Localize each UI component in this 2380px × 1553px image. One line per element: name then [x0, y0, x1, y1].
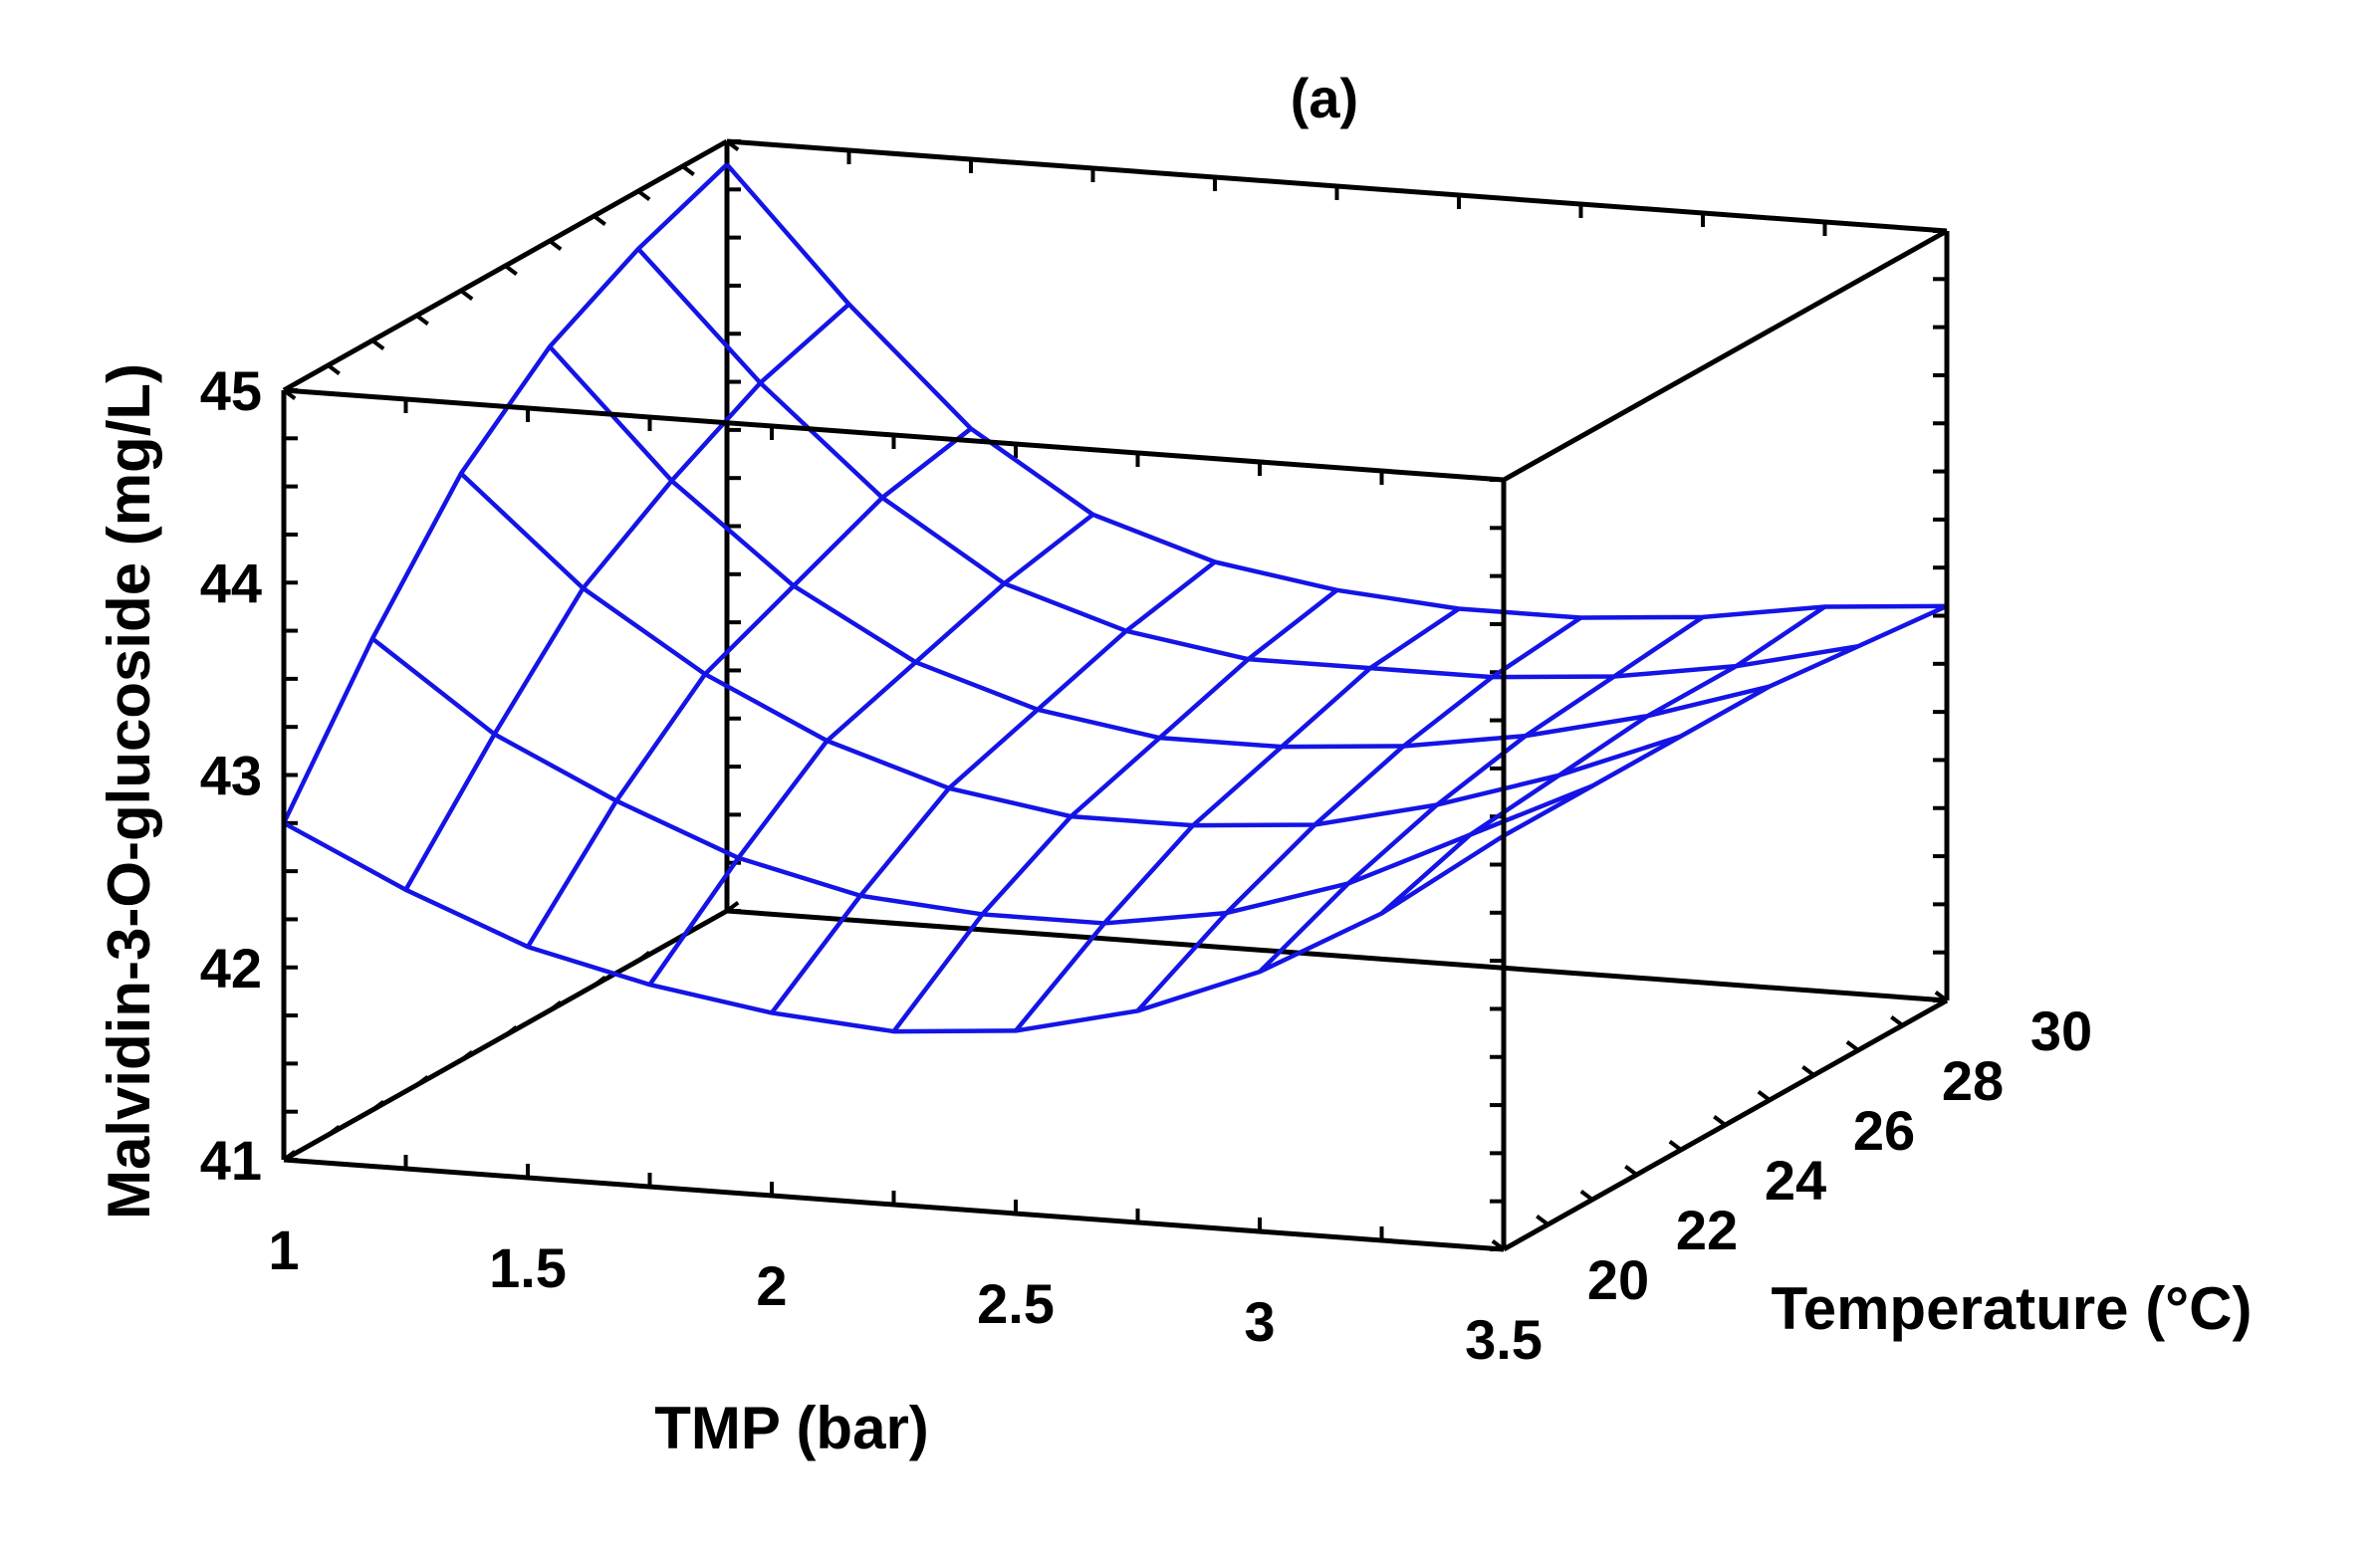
x-tick-label: 2: [756, 1254, 787, 1317]
mesh-line-temperature: [548, 344, 1771, 750]
y-axis-title: Temperature (°C): [1772, 1275, 2253, 1342]
x-tick-label: 1.5: [489, 1236, 567, 1299]
back-box-edges: [282, 141, 1948, 1163]
mesh-line-tmp: [1258, 614, 1705, 974]
mesh-line-tmp: [403, 302, 850, 891]
mesh-line-tmp: [770, 559, 1217, 1014]
y-tick-label: 30: [2030, 999, 2092, 1062]
surface-mesh: [281, 162, 1948, 1034]
y-tick-label: 26: [1853, 1099, 1915, 1162]
mesh-line-tmp: [1135, 615, 1582, 1012]
front-box-edges: [281, 138, 1950, 1252]
mesh-line-temperature: [725, 162, 1948, 620]
mesh-line-tmp: [891, 588, 1338, 1033]
mesh-line-tmp: [647, 513, 1094, 987]
y-tick: [593, 975, 606, 988]
z-tick-label: 45: [200, 359, 262, 422]
axis-ticks: [282, 139, 1949, 1251]
mesh-line-tmp: [1014, 606, 1461, 1032]
chart-title: (a): [1291, 67, 1358, 129]
y-tick: [327, 1124, 341, 1137]
box-edge-front-bottom: [283, 1157, 1505, 1252]
mesh-line-tmp: [526, 426, 973, 949]
mesh-line-temperature: [282, 820, 1506, 1034]
z-tick-label: 41: [200, 1129, 262, 1192]
y-tick-label: 22: [1676, 1199, 1738, 1261]
box-edge-top-back: [726, 138, 1948, 234]
y-tick-label: 20: [1587, 1248, 1649, 1311]
z-tick-label: 42: [200, 937, 262, 999]
z-tick-label: 43: [200, 745, 262, 807]
z-axis-title: Malvidin-3-O-glucoside (mg/L): [96, 363, 162, 1220]
box-edge-top-left: [282, 138, 729, 393]
mesh-line-tmp: [1380, 604, 1826, 916]
box-edge-top-right: [1502, 228, 1949, 483]
x-tick-label: 3: [1244, 1290, 1275, 1353]
mesh-line-temperature: [459, 471, 1682, 828]
y-tick: [459, 1049, 474, 1062]
box-edge-front-top: [283, 387, 1505, 483]
mesh-line-tmp: [281, 162, 729, 824]
x-axis-title: TMP (bar): [654, 1395, 929, 1461]
box-edge-floor-right: [1502, 998, 1949, 1252]
x-tick-label: 3.5: [1465, 1308, 1543, 1371]
z-tick-label: 44: [200, 552, 262, 614]
y-tick: [636, 950, 651, 963]
mesh-line-temperature: [370, 636, 1593, 926]
y-tick: [548, 999, 563, 1012]
y-tick: [504, 1024, 518, 1037]
mesh-line-tmp: [1502, 603, 1948, 838]
x-tick-label: 2.5: [977, 1272, 1055, 1335]
y-tick: [370, 1099, 385, 1112]
tick-labels: 1 1.5 2 2.5 3 3.5 20 22 24 26 28 30 41 42 43 44 45: [200, 359, 2092, 1371]
y-tick-label: 28: [1942, 1049, 2004, 1112]
x-tick-label: 1: [268, 1219, 299, 1281]
mesh-line-temperature: [636, 247, 1859, 680]
y-tick-label: 24: [1765, 1149, 1826, 1212]
box-edge-floor-back: [726, 908, 1948, 1003]
y-tick: [415, 1074, 429, 1087]
